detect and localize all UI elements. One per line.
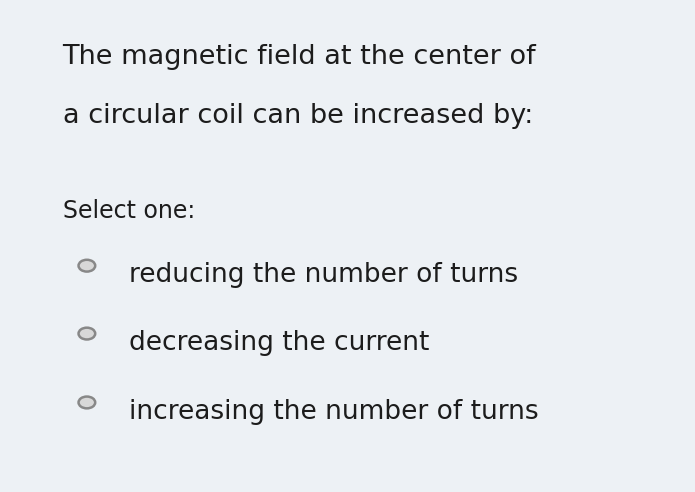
Text: reducing the number of turns: reducing the number of turns	[129, 262, 518, 288]
Text: The magnetic field at the center of: The magnetic field at the center of	[63, 44, 536, 70]
Text: increasing the number of turns: increasing the number of turns	[129, 399, 538, 425]
Text: a circular coil can be increased by:: a circular coil can be increased by:	[63, 103, 533, 129]
Text: decreasing the current: decreasing the current	[129, 330, 429, 356]
Circle shape	[79, 260, 95, 272]
Circle shape	[79, 397, 95, 408]
Text: Select one:: Select one:	[63, 199, 195, 223]
Circle shape	[79, 328, 95, 339]
